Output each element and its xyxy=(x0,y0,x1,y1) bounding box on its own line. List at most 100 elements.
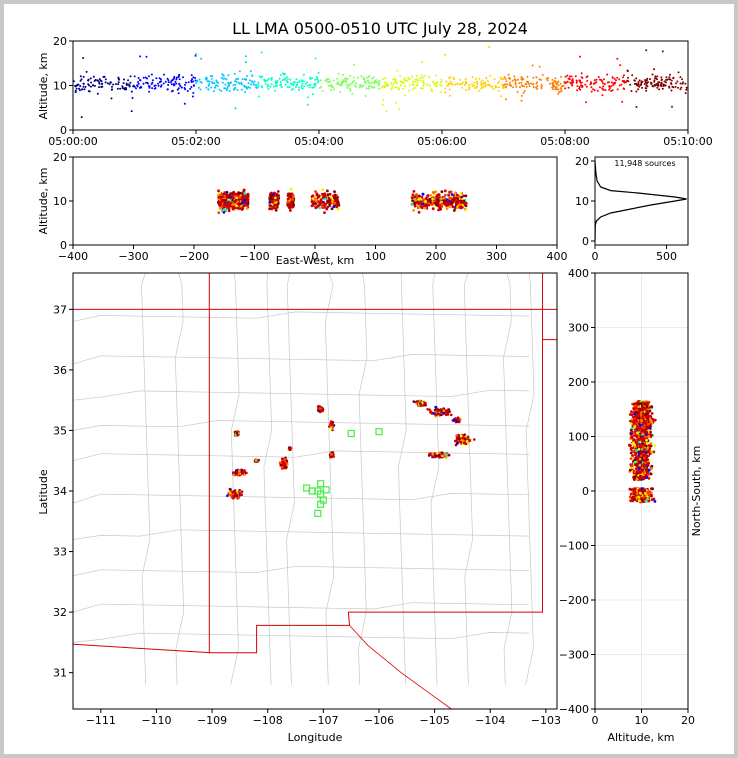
source-point xyxy=(502,78,505,81)
source-point xyxy=(220,89,223,92)
source-point xyxy=(178,78,181,81)
source-point xyxy=(685,86,688,89)
source-point xyxy=(635,431,639,435)
source-point xyxy=(446,411,450,415)
source-point xyxy=(552,88,555,91)
source-point xyxy=(231,203,235,207)
source-point xyxy=(602,88,605,91)
source-point xyxy=(630,435,634,439)
source-point xyxy=(677,86,679,89)
source-point xyxy=(457,420,461,424)
source-point xyxy=(314,57,317,60)
source-point xyxy=(638,423,642,427)
source-point xyxy=(468,439,471,443)
source-point xyxy=(455,442,459,445)
source-point xyxy=(685,88,688,91)
source-point xyxy=(313,83,316,86)
source-point xyxy=(471,83,473,86)
source-point xyxy=(515,85,518,88)
source-point xyxy=(532,76,535,79)
source-point xyxy=(639,491,642,495)
source-point xyxy=(240,88,243,91)
source-point xyxy=(138,86,141,89)
source-point xyxy=(318,407,322,410)
source-point xyxy=(629,83,632,86)
source-point xyxy=(175,78,178,81)
source-point xyxy=(326,189,329,193)
source-point xyxy=(559,87,562,90)
source-point xyxy=(238,70,241,73)
source-point xyxy=(601,87,604,90)
source-point xyxy=(679,76,682,79)
source-point xyxy=(449,80,452,83)
source-point xyxy=(620,83,623,86)
source-point xyxy=(398,88,400,91)
source-point xyxy=(555,83,558,86)
source-point xyxy=(148,85,151,88)
source-point xyxy=(628,413,632,416)
source-point xyxy=(233,87,236,90)
source-point xyxy=(645,49,648,52)
source-point xyxy=(462,441,466,445)
source-point xyxy=(568,78,571,81)
source-point xyxy=(192,76,195,79)
source-point xyxy=(125,87,127,89)
source-point xyxy=(536,85,539,88)
source-point xyxy=(540,84,543,86)
source-point xyxy=(194,54,197,57)
source-point xyxy=(163,73,165,76)
station-marker xyxy=(375,428,383,436)
source-point xyxy=(138,79,141,81)
source-point xyxy=(645,87,648,90)
source-point xyxy=(637,88,640,91)
source-point xyxy=(629,451,633,455)
source-point xyxy=(349,89,352,92)
source-point xyxy=(571,81,574,84)
source-point xyxy=(167,79,170,82)
source-point xyxy=(637,438,640,442)
source-point xyxy=(468,86,471,89)
source-point xyxy=(298,80,301,83)
source-point xyxy=(536,88,539,90)
source-point xyxy=(661,87,664,90)
source-point xyxy=(460,83,463,86)
source-point xyxy=(558,91,561,93)
source-point xyxy=(328,199,331,203)
source-point xyxy=(606,73,609,76)
source-point xyxy=(660,82,663,85)
source-point xyxy=(276,79,279,82)
source-point xyxy=(634,452,637,455)
source-point xyxy=(581,84,584,87)
mexico-border xyxy=(72,643,210,654)
source-point xyxy=(225,190,229,194)
source-point xyxy=(371,77,374,80)
county-line xyxy=(141,272,151,685)
source-point xyxy=(242,188,246,192)
source-point xyxy=(413,195,417,199)
source-point xyxy=(644,464,648,468)
source-point xyxy=(631,74,634,77)
source-point xyxy=(236,78,239,80)
source-point xyxy=(221,195,225,199)
source-point xyxy=(602,85,605,88)
source-point xyxy=(223,87,226,90)
source-point xyxy=(608,88,611,91)
source-point xyxy=(637,405,640,409)
source-point xyxy=(644,457,648,461)
source-point xyxy=(176,88,179,91)
source-point xyxy=(420,74,423,77)
source-point xyxy=(645,412,649,415)
source-point xyxy=(616,88,619,91)
source-point xyxy=(110,88,113,91)
source-point xyxy=(339,90,342,93)
source-point xyxy=(227,209,231,213)
source-point xyxy=(133,75,136,78)
source-point xyxy=(449,94,451,97)
source-point xyxy=(633,412,637,416)
source-point xyxy=(148,90,151,93)
source-point xyxy=(311,77,313,80)
altitude-tick-label: 0 xyxy=(60,124,67,137)
source-point xyxy=(222,75,225,77)
source-point xyxy=(641,436,645,440)
source-point xyxy=(505,80,508,83)
